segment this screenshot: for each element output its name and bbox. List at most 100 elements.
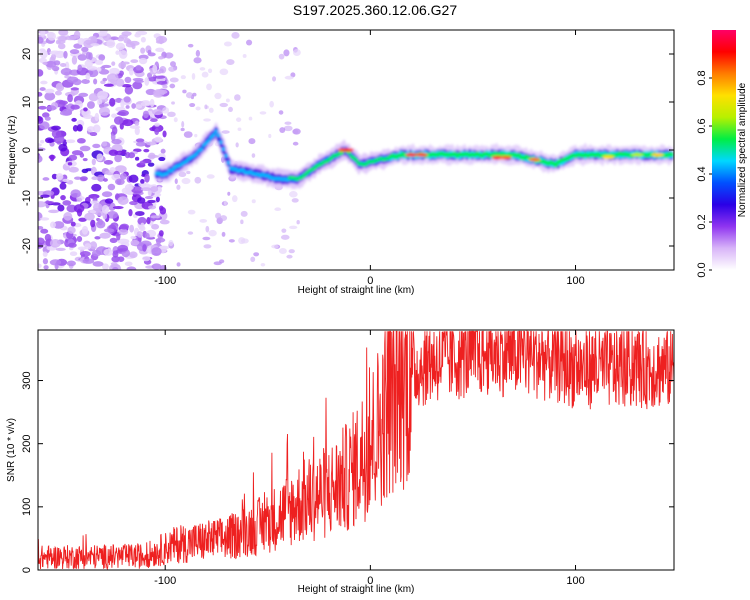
noise-blob <box>159 219 170 225</box>
noise-blob <box>78 217 87 222</box>
ridge-sample <box>169 168 174 173</box>
spectrogram-y-tick-label: -10 <box>21 190 33 206</box>
noise-blob <box>76 197 83 202</box>
noise-blob <box>191 72 196 80</box>
noise-blob <box>73 30 81 39</box>
noise-blob <box>213 261 222 266</box>
noise-blob <box>162 130 167 138</box>
noise-blob <box>237 127 242 131</box>
noise-blob <box>289 225 298 230</box>
snr-y-tick-label: 0 <box>21 567 33 573</box>
noise-blob <box>81 225 89 235</box>
noise-blob <box>129 125 141 129</box>
noise-blob <box>58 143 68 152</box>
noise-blob <box>208 229 217 237</box>
noise-blob <box>111 255 121 263</box>
noise-blob <box>279 127 286 134</box>
noise-blob <box>128 251 138 259</box>
noise-blob <box>90 43 100 47</box>
snr-x-axis: -100 0 100 <box>154 330 585 587</box>
noise-blob <box>39 217 50 221</box>
noise-blob <box>130 239 140 246</box>
noise-blob <box>231 32 240 39</box>
noise-blob <box>147 154 159 159</box>
noise-blob <box>122 119 134 127</box>
noise-blob <box>96 67 102 72</box>
noise-blob <box>278 110 284 115</box>
colorbar: 0.0 0.2 0.4 0.6 0.8 Normalized spectral ampl… <box>696 30 748 278</box>
noise-blob <box>118 34 129 39</box>
noise-blob <box>240 219 244 225</box>
noise-blob <box>97 218 104 226</box>
noise-blob <box>156 80 168 85</box>
noise-blob <box>130 235 137 240</box>
noise-blob <box>101 191 113 198</box>
noise-blob <box>178 171 187 178</box>
noise-blob <box>69 251 78 257</box>
noise-blob <box>278 248 287 254</box>
snr-x-tick-label: 0 <box>367 575 373 587</box>
noise-blob <box>89 241 98 250</box>
noise-blob <box>104 198 114 204</box>
noise-blob <box>49 221 56 229</box>
snr-panel: -100 0 100 0 100 200 300 Height of straight l… <box>6 329 675 595</box>
noise-blob <box>118 228 129 236</box>
ridge-sample <box>223 153 229 158</box>
noise-blob <box>214 92 222 100</box>
noise-blob <box>192 92 197 97</box>
noise-blob <box>151 223 160 230</box>
ridge-sample <box>354 158 359 163</box>
ridge-sample <box>218 140 224 145</box>
noise-blob <box>194 133 198 138</box>
noise-blob <box>111 138 122 145</box>
noise-blob <box>251 199 256 204</box>
noise-blob <box>251 153 256 158</box>
colorbar-ticks: 0.0 0.2 0.4 0.6 0.8 <box>696 70 712 278</box>
noise-blob <box>240 238 249 244</box>
noise-blob <box>147 199 156 204</box>
noise-blob <box>106 73 119 83</box>
ridge-peak <box>602 155 615 159</box>
noise-blob <box>168 239 174 247</box>
noise-blob <box>134 79 144 84</box>
noise-blob <box>155 89 168 95</box>
noise-blob <box>46 105 57 111</box>
noise-blob <box>38 201 47 208</box>
noise-blob <box>206 174 215 179</box>
noise-blob <box>144 173 150 183</box>
spectrogram-x-tick-label: -100 <box>154 275 176 287</box>
noise-blob <box>154 75 166 79</box>
noise-blob <box>40 194 50 198</box>
noise-blob <box>111 126 118 135</box>
noise-blob <box>38 105 47 110</box>
noise-blob <box>152 64 158 74</box>
noise-blob <box>144 195 154 200</box>
noise-blob <box>137 217 147 226</box>
noise-blob <box>135 141 146 147</box>
noise-blob <box>199 218 208 223</box>
noise-blob <box>109 97 116 107</box>
noise-blob <box>44 88 55 94</box>
noise-blob <box>155 40 165 44</box>
snr-x-tick-label: -100 <box>154 575 176 587</box>
noise-blob <box>242 54 247 58</box>
spectrogram-y-label: Frequency (Hz) <box>7 116 18 185</box>
noise-blob <box>92 143 101 149</box>
noise-blob <box>96 153 104 162</box>
noise-blob <box>185 92 194 99</box>
noise-blob <box>40 80 48 85</box>
noise-blob <box>168 66 176 72</box>
spectrogram-x-label: Height of straight line (km) <box>298 285 415 296</box>
noise-blob <box>131 186 144 194</box>
noise-blob <box>134 126 140 136</box>
noise-blob <box>159 205 164 211</box>
noise-blob <box>57 43 66 50</box>
noise-blob <box>144 232 150 239</box>
noise-blob <box>38 116 44 124</box>
noise-blob <box>129 200 138 206</box>
noise-blob <box>140 47 146 54</box>
colorbar-label: Normalized spectral amplitude <box>737 82 748 217</box>
noise-blob <box>215 212 222 219</box>
noise-blob <box>67 226 76 234</box>
